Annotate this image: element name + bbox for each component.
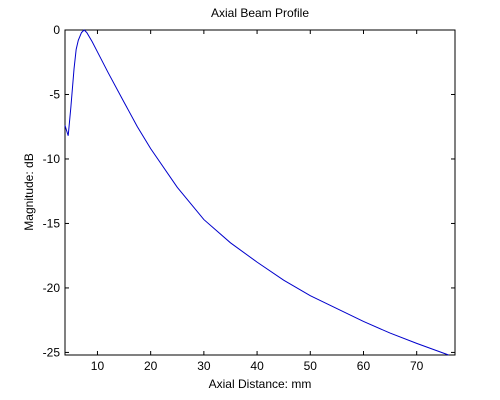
- y-tick-label: 0: [53, 23, 60, 37]
- y-tick-label: -15: [43, 216, 61, 230]
- y-tick-label: -5: [49, 87, 60, 101]
- x-tick-label: 10: [91, 359, 105, 373]
- x-axis-label: Axial Distance: mm: [209, 377, 312, 391]
- chart-title: Axial Beam Profile: [211, 6, 309, 20]
- x-tick-label: 30: [197, 359, 211, 373]
- y-tick-label: -10: [43, 152, 61, 166]
- y-axis-label: Magnitude: dB: [22, 153, 36, 230]
- x-tick-label: 20: [144, 359, 158, 373]
- plot-frame: [64, 29, 456, 356]
- x-tick-label: 50: [304, 359, 318, 373]
- y-tick-label: -20: [43, 281, 61, 295]
- x-tick-label: 70: [410, 359, 424, 373]
- x-tick-label: 60: [357, 359, 371, 373]
- data-line: [64, 29, 449, 356]
- y-tick-label: -25: [43, 345, 61, 359]
- x-tick-label: 40: [250, 359, 264, 373]
